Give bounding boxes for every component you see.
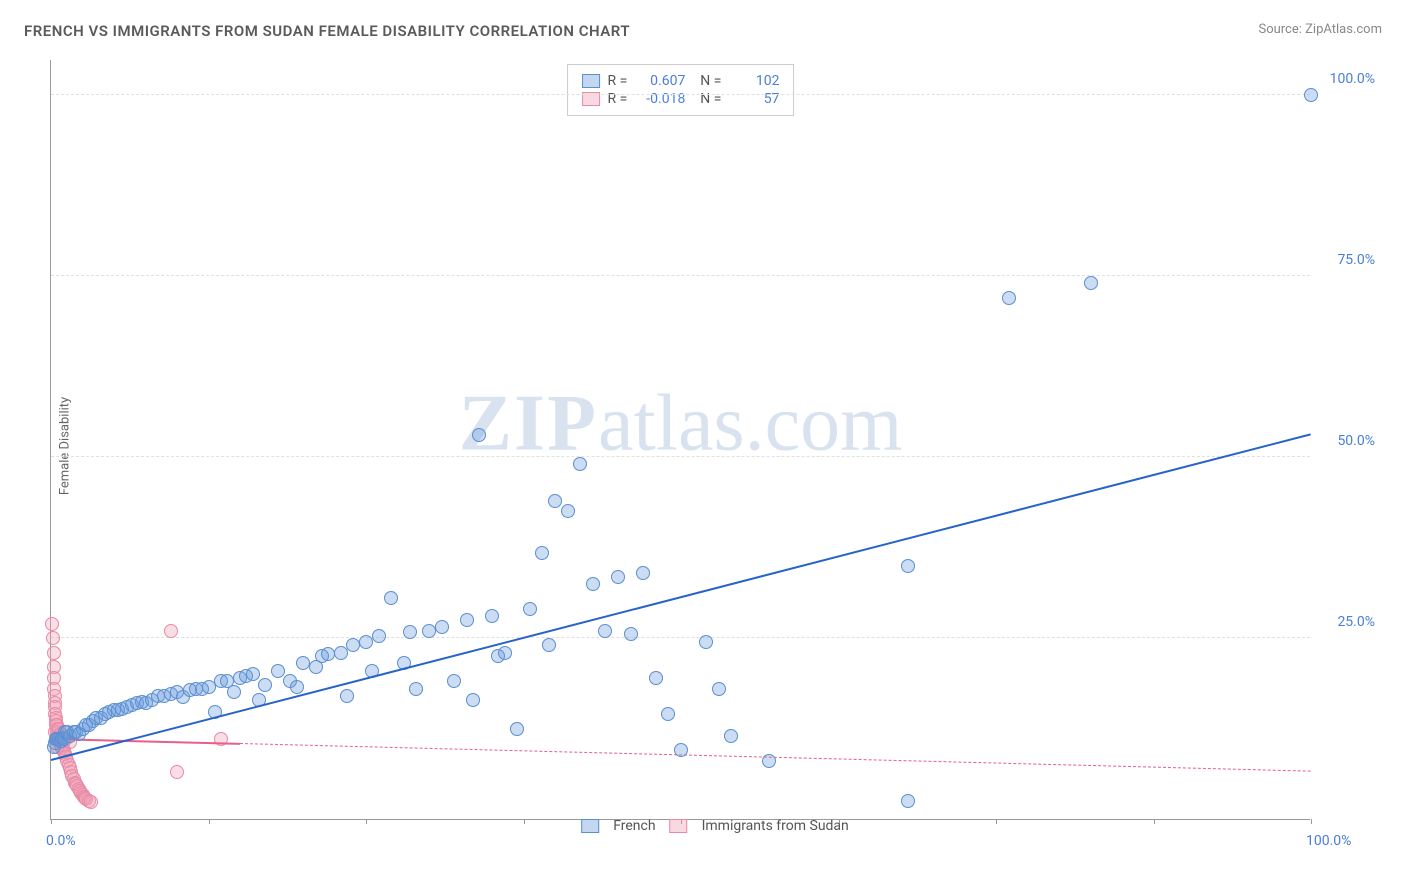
x-tick xyxy=(209,819,210,824)
data-point-french xyxy=(472,428,486,442)
x-tick xyxy=(51,819,52,824)
x-tick xyxy=(996,819,997,824)
data-point-french xyxy=(271,664,285,678)
data-point-french xyxy=(384,591,398,605)
data-point-sudan xyxy=(46,631,60,645)
x-tick-label: 0.0% xyxy=(46,833,76,849)
data-point-french xyxy=(498,646,512,660)
data-point-french xyxy=(649,671,663,685)
data-point-french xyxy=(542,638,556,652)
data-point-french xyxy=(598,624,612,638)
data-point-french xyxy=(901,559,915,573)
y-tick-label: 50.0% xyxy=(1337,433,1375,449)
data-point-sudan xyxy=(164,624,178,638)
data-point-french xyxy=(674,743,688,757)
data-point-french xyxy=(246,667,260,681)
swatch-french xyxy=(582,74,600,88)
data-point-french xyxy=(340,689,354,703)
data-point-french xyxy=(460,613,474,627)
swatch-sudan xyxy=(670,819,688,833)
n-value-french: 102 xyxy=(729,73,779,89)
data-point-french xyxy=(403,625,417,639)
x-tick xyxy=(1154,819,1155,824)
scatter-plot: ZIPatlas.com R = 0.607 N = 102 R = -0.01… xyxy=(50,60,1310,820)
data-point-french xyxy=(624,627,638,641)
data-point-french xyxy=(409,682,423,696)
data-point-french xyxy=(510,722,524,736)
chart-area: ZIPatlas.com R = 0.607 N = 102 R = -0.01… xyxy=(50,60,1380,830)
data-point-french xyxy=(762,754,776,768)
data-point-french xyxy=(523,602,537,616)
x-tick xyxy=(366,819,367,824)
data-point-french xyxy=(535,546,549,560)
n-label: N = xyxy=(693,73,721,89)
data-point-french xyxy=(586,577,600,591)
watermark-zip: ZIP xyxy=(459,380,598,468)
r-value-french: 0.607 xyxy=(635,73,685,89)
data-point-french xyxy=(548,494,562,508)
gridline xyxy=(51,275,1310,276)
data-point-french xyxy=(699,635,713,649)
data-point-french xyxy=(636,566,650,580)
data-point-french xyxy=(573,457,587,471)
correlation-legend: R = 0.607 N = 102 R = -0.018 N = 57 xyxy=(567,64,795,116)
r-label: R = xyxy=(608,73,628,89)
data-point-french xyxy=(1084,276,1098,290)
data-point-french xyxy=(724,729,738,743)
data-point-sudan xyxy=(45,617,59,631)
data-point-french xyxy=(372,629,386,643)
data-point-french xyxy=(447,674,461,688)
legend-label-french: French xyxy=(613,818,655,834)
y-tick-label: 25.0% xyxy=(1337,614,1375,630)
data-point-sudan xyxy=(170,765,184,779)
data-point-french xyxy=(611,570,625,584)
x-tick-label: 100.0% xyxy=(1306,833,1351,849)
data-point-french xyxy=(466,693,480,707)
gridline xyxy=(51,456,1310,457)
data-point-french xyxy=(561,504,575,518)
data-point-french xyxy=(258,678,272,692)
legend-label-sudan: Immigrants from Sudan xyxy=(702,818,849,834)
x-tick xyxy=(524,819,525,824)
data-point-french xyxy=(290,680,304,694)
data-point-french xyxy=(661,707,675,721)
data-point-sudan xyxy=(214,732,228,746)
series-legend: French Immigrants from Sudan xyxy=(581,818,849,834)
legend-row-french: R = 0.607 N = 102 xyxy=(582,73,780,89)
data-point-french xyxy=(485,609,499,623)
swatch-french xyxy=(581,819,599,833)
data-point-french xyxy=(435,620,449,634)
data-point-french xyxy=(712,682,726,696)
gridline xyxy=(51,94,1310,95)
x-tick xyxy=(1311,819,1312,824)
data-point-french xyxy=(1002,291,1016,305)
data-point-french xyxy=(901,794,915,808)
source-attribution: Source: ZipAtlas.com xyxy=(1258,22,1382,37)
chart-title: FRENCH VS IMMIGRANTS FROM SUDAN FEMALE D… xyxy=(24,22,630,40)
watermark-atlas: atlas xyxy=(598,380,745,468)
data-point-french xyxy=(1304,88,1318,102)
gridline xyxy=(51,637,1310,638)
trend-line xyxy=(51,433,1311,761)
data-point-french xyxy=(227,685,241,699)
data-point-french xyxy=(334,646,348,660)
y-tick-label: 75.0% xyxy=(1337,252,1375,268)
data-point-sudan xyxy=(47,646,61,660)
y-tick-label: 100.0% xyxy=(1330,71,1375,87)
data-point-sudan xyxy=(84,795,98,809)
